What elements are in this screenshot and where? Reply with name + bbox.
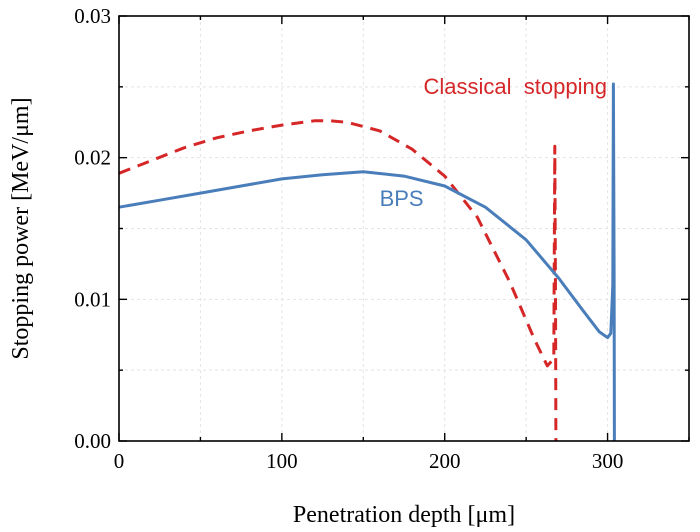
series-layer <box>118 82 616 442</box>
classical-stopping-line <box>118 119 558 442</box>
x-tick-label: 100 <box>266 449 298 473</box>
y-tick-label: 0.03 <box>74 4 111 28</box>
y-tick-label: 0.01 <box>74 287 111 311</box>
bps-label: BPS <box>380 186 424 211</box>
x-tick-label: 300 <box>592 449 624 473</box>
classical-stopping-label: Classical stopping <box>424 74 607 99</box>
grid <box>119 16 689 441</box>
x-tick-label: 0 <box>114 449 125 473</box>
axis-ticks <box>118 15 690 442</box>
y-axis-title: Stopping power [MeV/μm] <box>8 97 34 359</box>
y-tick-label: 0.02 <box>74 146 111 170</box>
tick-labels: 0 100 200 300 0.00 0.01 0.02 0.03 <box>74 4 623 473</box>
x-tick-label: 200 <box>429 449 461 473</box>
bps-line <box>118 82 616 442</box>
y-tick-label: 0.00 <box>74 429 111 453</box>
annotations: Classical stopping BPS <box>380 74 607 211</box>
x-axis-title: Penetration depth [μm] <box>293 502 515 528</box>
